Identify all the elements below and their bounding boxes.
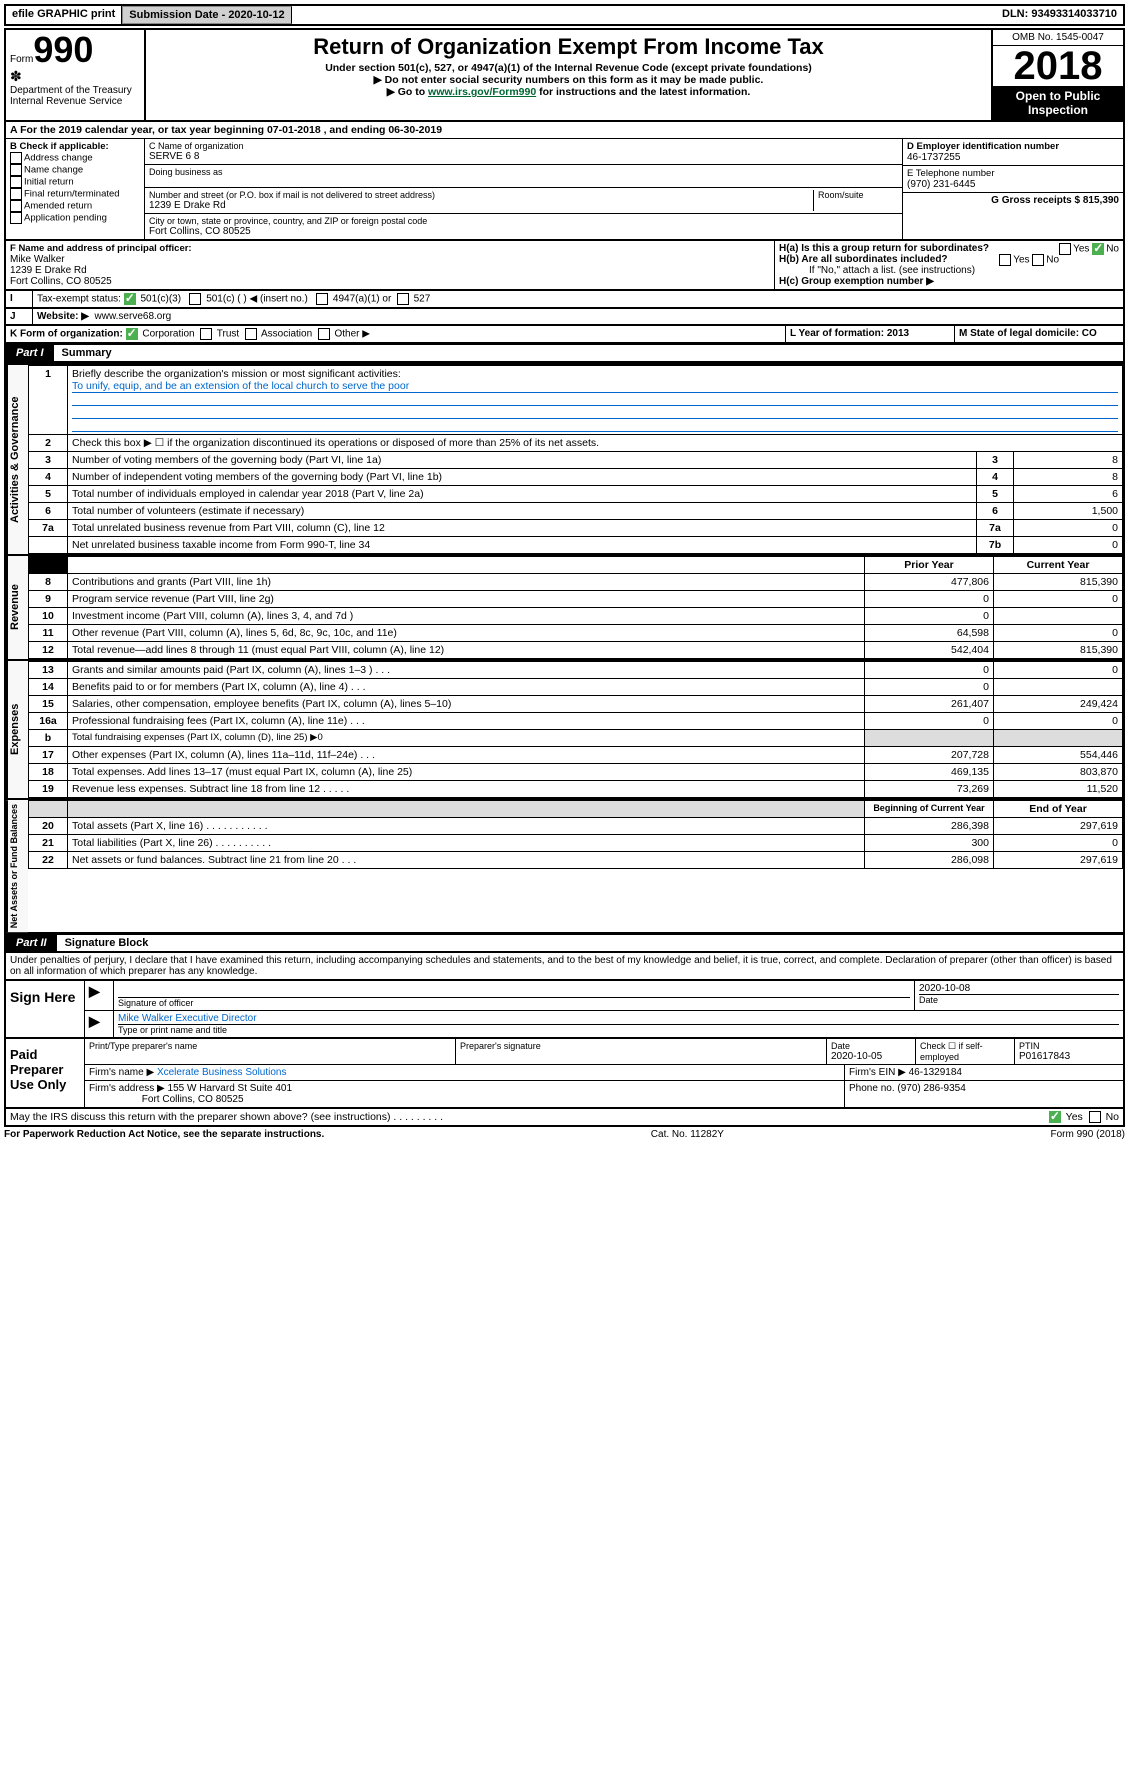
checkbox-initial[interactable] (10, 176, 22, 188)
ha-yes[interactable] (1059, 243, 1071, 255)
side-revenue: Revenue (6, 556, 28, 659)
website-url[interactable]: www.serve68.org (95, 311, 172, 322)
summary-revenue: Revenue Prior YearCurrent Year 8Contribu… (4, 556, 1125, 661)
summary-governance: Activities & Governance 1 Briefly descri… (4, 363, 1125, 556)
hb-yes[interactable] (999, 254, 1011, 266)
cb-527[interactable] (397, 293, 409, 305)
form-title: Return of Organization Exempt From Incom… (150, 34, 987, 60)
side-governance: Activities & Governance (6, 365, 28, 554)
name-label: C Name of organization (149, 141, 898, 151)
open-inspection: Open to Public Inspection (993, 86, 1123, 120)
subtitle-2: ▶ Do not enter social security numbers o… (150, 74, 987, 86)
top-bar: efile GRAPHIC print Submission Date - 20… (4, 4, 1125, 26)
checkbox-final[interactable] (10, 188, 22, 200)
perjury-statement: Under penalties of perjury, I declare th… (4, 953, 1125, 981)
dept-treasury: Department of the Treasury (10, 85, 140, 96)
org-address: 1239 E Drake Rd (149, 200, 813, 211)
footer: For Paperwork Reduction Act Notice, see … (4, 1127, 1125, 1142)
summary-netassets: Net Assets or Fund Balances Beginning of… (4, 800, 1125, 934)
subtitle-1: Under section 501(c), 527, or 4947(a)(1)… (150, 62, 987, 74)
entity-block: B Check if applicable: Address change Na… (4, 139, 1125, 241)
officer-city: Fort Collins, CO 80525 (10, 276, 770, 287)
room-label: Room/suite (813, 190, 898, 211)
form-org-row: K Form of organization: Corporation Trus… (4, 326, 1125, 344)
org-city: Fort Collins, CO 80525 (149, 226, 898, 237)
city-label: City or town, state or province, country… (149, 216, 898, 226)
checkbox-pending[interactable] (10, 212, 22, 224)
gross-receipts: G Gross receipts $ 815,390 (903, 193, 1123, 208)
form-number: 990 (33, 29, 93, 70)
form-header: Form990 ✽ Department of the Treasury Int… (4, 28, 1125, 122)
tax-year: 2018 (993, 46, 1123, 86)
paid-preparer-block: Paid Preparer Use Only Print/Type prepar… (4, 1039, 1125, 1109)
cb-assoc[interactable] (245, 328, 257, 340)
year-formation: L Year of formation: 2013 (786, 326, 955, 342)
addr-label: Number and street (or P.O. box if mail i… (149, 190, 813, 200)
summary-expenses: Expenses 13Grants and similar amounts pa… (4, 661, 1125, 800)
dba-label: Doing business as (149, 167, 898, 177)
checkbox-address[interactable] (10, 152, 22, 164)
irs-label: Internal Revenue Service (10, 96, 140, 107)
dln: DLN: 93493314033710 (996, 6, 1123, 24)
form-word: Form (10, 54, 33, 65)
state-domicile: M State of legal domicile: CO (955, 326, 1123, 342)
box-b-label: B Check if applicable: (10, 141, 140, 152)
phone-label: E Telephone number (907, 168, 1119, 179)
ha-no[interactable] (1092, 243, 1104, 255)
cb-corp[interactable] (126, 328, 138, 340)
officer-row: F Name and address of principal officer:… (4, 241, 1125, 291)
checkbox-amended[interactable] (10, 200, 22, 212)
subtitle-3: ▶ Go to www.irs.gov/Form990 for instruct… (150, 86, 987, 98)
ein-label: D Employer identification number (907, 141, 1119, 152)
efile-link[interactable]: efile GRAPHIC print (6, 6, 122, 24)
side-expenses: Expenses (6, 661, 28, 798)
discuss-row: May the IRS discuss this return with the… (4, 1109, 1125, 1127)
sign-here-block: Sign Here ▶ Signature of officer 2020-10… (4, 981, 1125, 1039)
mission-text: To unify, equip, and be an extension of … (72, 380, 1118, 393)
website-row: J Website: ▶ www.serve68.org (4, 309, 1125, 326)
cb-trust[interactable] (200, 328, 212, 340)
discuss-yes[interactable] (1049, 1111, 1061, 1123)
officer-name: Mike Walker (10, 254, 770, 265)
form990-link[interactable]: www.irs.gov/Form990 (428, 86, 536, 98)
submission-date: Submission Date - 2020-10-12 (122, 6, 291, 24)
cb-501c[interactable] (189, 293, 201, 305)
cb-4947[interactable] (316, 293, 328, 305)
org-name: SERVE 6 8 (149, 151, 898, 162)
discuss-no[interactable] (1089, 1111, 1101, 1123)
officer-addr: 1239 E Drake Rd (10, 265, 770, 276)
cb-501c3[interactable] (124, 293, 136, 305)
sign-here-label: Sign Here (6, 981, 85, 1037)
checkbox-name[interactable] (10, 164, 22, 176)
cb-other[interactable] (318, 328, 330, 340)
firm-name: Xcelerate Business Solutions (157, 1067, 287, 1078)
part2-header: Part II Signature Block (4, 934, 1125, 953)
phone-value: (970) 231-6445 (907, 179, 1119, 190)
period-row: A For the 2019 calendar year, or tax yea… (4, 122, 1125, 139)
paid-preparer-label: Paid Preparer Use Only (6, 1039, 85, 1107)
side-netassets: Net Assets or Fund Balances (6, 800, 28, 932)
ein-value: 46-1737255 (907, 152, 1119, 163)
officer-signature-name: Mike Walker Executive Director (118, 1013, 1119, 1024)
part1-header: Part I Summary (4, 344, 1125, 363)
hb-no[interactable] (1032, 254, 1044, 266)
tax-status-row: I Tax-exempt status: 501(c)(3) 501(c) ( … (4, 291, 1125, 309)
